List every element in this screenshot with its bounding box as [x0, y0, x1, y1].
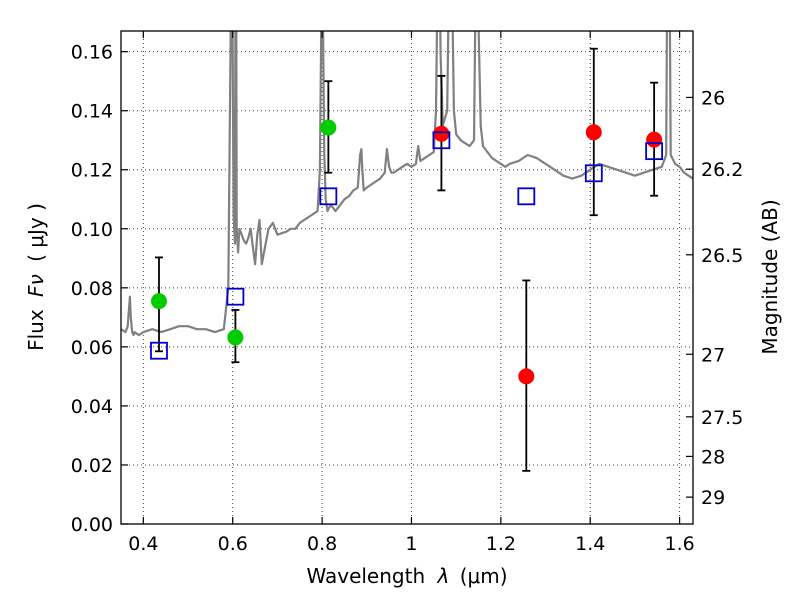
- x-tick-label: 0.4: [128, 533, 158, 555]
- model-photometry-square: [584, 164, 603, 183]
- model-spectrum-line: [121, 31, 693, 337]
- x-tick-label: 1: [405, 533, 417, 555]
- model-photometry-square: [645, 142, 664, 161]
- y-tick-label: 0.14: [71, 101, 113, 123]
- x-tick-label: 1.4: [575, 533, 605, 555]
- nir-photometry-point: [433, 125, 450, 142]
- y2-tick-label: 28: [701, 446, 725, 468]
- optical-photometry-point: [320, 119, 337, 136]
- marker-layer: [150, 119, 664, 385]
- y-tick-label: 0.02: [71, 455, 113, 477]
- y-axis-ticks: 0.00 0.02 0.04 0.06 0.08 0.10 0.12 0.14 0.16: [71, 42, 128, 536]
- y2-axis-label: Magnitude (AB): [758, 199, 782, 354]
- x-axis-ticks: 0.4 0.6 0.8 1 1.2 1.4 1.6: [128, 31, 695, 555]
- y-tick-label: 0.12: [71, 160, 113, 182]
- x-tick-label: 1.6: [664, 533, 694, 555]
- model-photometry-square: [432, 131, 451, 150]
- y2-tick-label: 27.5: [701, 407, 743, 429]
- model-photometry-square: [319, 187, 338, 206]
- y2-tick-label: 27: [701, 344, 725, 366]
- y2-tick-label: 26.5: [701, 245, 743, 267]
- y-tick-label: 0.06: [71, 337, 113, 359]
- x-tick-label: 0.8: [307, 533, 337, 555]
- optical-photometry-point: [227, 329, 244, 346]
- y-axis-label: Flux Fν ( μJy ): [24, 203, 48, 351]
- model-photometry-square: [517, 187, 536, 206]
- y2-tick-label: 29: [701, 487, 725, 509]
- grid: [121, 31, 693, 525]
- y2-tick-label: 26.2: [701, 159, 743, 181]
- y-tick-label: 0.16: [71, 42, 113, 64]
- y2-tick-label: 26: [701, 87, 725, 109]
- x-tick-label: 0.6: [218, 533, 248, 555]
- y-tick-label: 0.04: [71, 396, 113, 418]
- plot-frame: [120, 30, 694, 525]
- optical-photometry-point: [150, 293, 167, 310]
- y-tick-label: 0.08: [71, 278, 113, 300]
- model-photometry-square: [226, 287, 245, 306]
- x-tick-label: 1.2: [486, 533, 516, 555]
- spectrum-layer: [121, 31, 693, 337]
- y2-axis-ticks: 26 26.2 26.5 27 27.5 28 29: [686, 87, 743, 509]
- y-tick-label: 0.10: [71, 219, 113, 241]
- nir-photometry-point: [518, 368, 535, 385]
- x-axis-label: Wavelength λ (μm): [306, 564, 507, 588]
- nir-photometry-point: [646, 131, 663, 148]
- y-tick-label: 0.00: [71, 514, 113, 536]
- nir-photometry-point: [585, 124, 602, 141]
- model-photometry-square: [150, 341, 168, 360]
